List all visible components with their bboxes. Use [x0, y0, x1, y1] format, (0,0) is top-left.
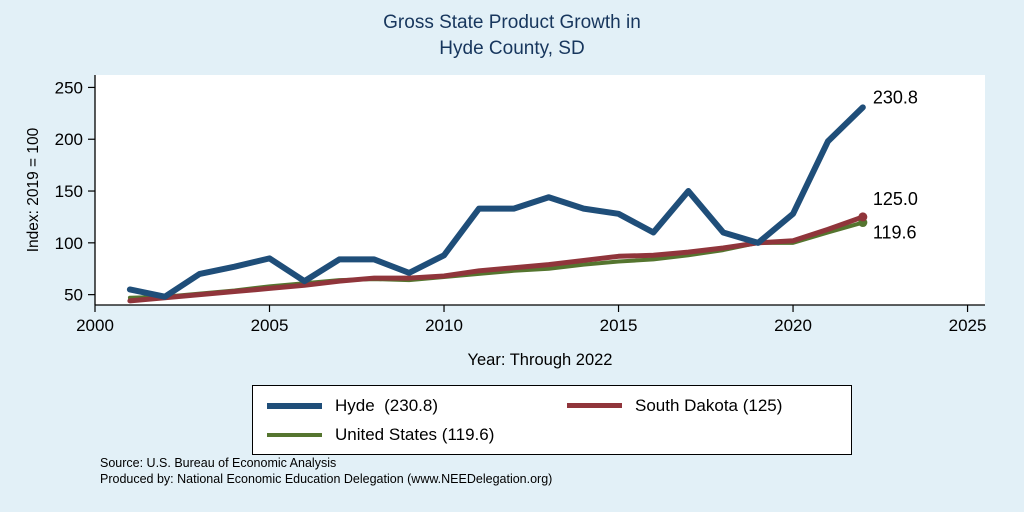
y-axis: 50 100 150 200 250	[55, 78, 95, 305]
y-tick-label: 50	[64, 286, 83, 305]
chart-title: Gross State Product Growth in Hyde Count…	[0, 10, 1024, 61]
hyde-line-swatch	[267, 402, 322, 409]
legend-label-united-states: United States (119.6)	[335, 424, 495, 444]
x-tick-label: 2000	[76, 316, 114, 335]
legend-grid: Hyde (230.8) South Dakota (125) United S…	[267, 392, 851, 448]
x-tick-label: 2010	[425, 316, 463, 335]
x-tick-label: 2025	[949, 316, 987, 335]
legend-label-south-dakota: South Dakota (125)	[635, 395, 783, 415]
y-tick-label: 250	[55, 78, 83, 97]
y-axis-title: Index: 2019 = 100	[25, 127, 42, 252]
source-note: Source: U.S. Bureau of Economic Analysis…	[100, 455, 552, 488]
produced-by-line: Produced by: National Economic Education…	[100, 472, 553, 487]
y-tick-label: 200	[55, 130, 83, 149]
south-dakota-line-swatch	[567, 403, 622, 408]
chart-title-line1: Gross State Product Growth in	[383, 12, 641, 33]
x-tick-label: 2005	[251, 316, 289, 335]
x-tick-label: 2015	[600, 316, 638, 335]
x-axis: 2000 2005 2010 2015 2020 2025	[76, 305, 986, 335]
legend-item-south-dakota: South Dakota (125)	[567, 392, 851, 419]
x-tick-label: 2020	[774, 316, 812, 335]
legend-item-hyde: Hyde (230.8)	[267, 392, 567, 419]
series-line-south-dakota	[127, 214, 866, 304]
x-axis-title: Year: Through 2022	[467, 351, 613, 369]
united-states-line-swatch	[267, 432, 322, 437]
series-end-marker	[858, 212, 868, 222]
y-tick-label: 100	[55, 234, 83, 253]
series-end-label: 125.0	[873, 189, 918, 209]
y-tick-label: 150	[55, 182, 83, 201]
series-end-label: 119.6	[873, 223, 917, 243]
chart-title-line2: Hyde County, SD	[439, 37, 585, 59]
series-end-label: 230.8	[873, 87, 918, 107]
legend-item-united-states: United States (119.6)	[267, 421, 567, 448]
legend-label-hyde: Hyde (230.8)	[335, 395, 438, 415]
source-line: Source: U.S. Bureau of Economic Analysis	[100, 456, 337, 470]
series-line-hyde	[126, 104, 866, 300]
legend: Hyde (230.8) South Dakota (125) United S…	[252, 385, 852, 455]
